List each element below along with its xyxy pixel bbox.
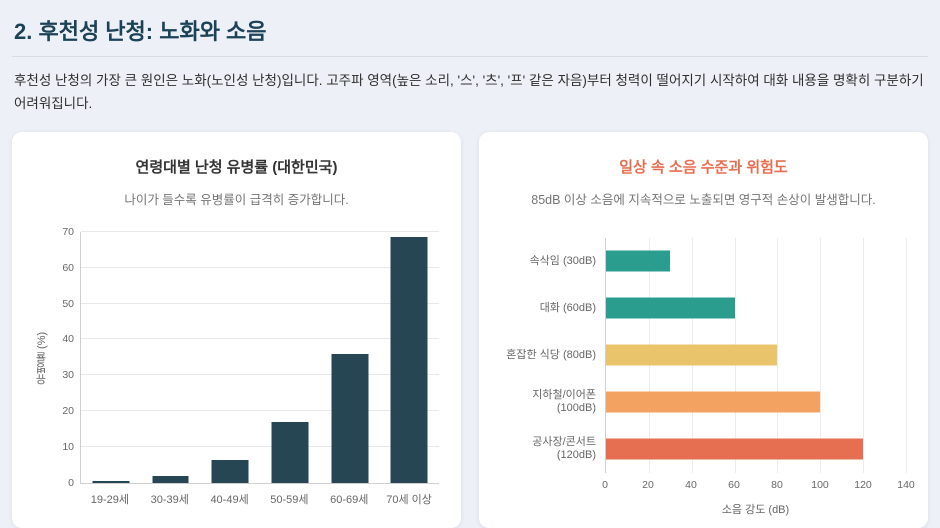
- x-tick-label: 20: [642, 478, 654, 491]
- bar-slot: [141, 232, 201, 483]
- section-heading: 2. 후천성 난청: 노화와 소음: [12, 12, 928, 57]
- bar: [606, 297, 735, 319]
- category-label: 혼잡한 식당 (80dB): [506, 348, 596, 361]
- bar-row: [606, 332, 906, 379]
- x-tick-label: 40-49세: [210, 493, 249, 506]
- prevalence-chart-subtitle: 나이가 들수록 유병률이 급격히 증가합니다.: [124, 192, 349, 207]
- y-tick-label: 10: [62, 441, 74, 454]
- x-tick-label: 40: [685, 478, 697, 491]
- y-gridline: [81, 374, 439, 376]
- y-tick-label: 40: [62, 333, 74, 346]
- bar-slot: [200, 232, 260, 483]
- y-tick-label: 50: [62, 297, 74, 310]
- x-gridline: [906, 237, 907, 473]
- bar: [606, 250, 671, 272]
- bar: [92, 481, 130, 483]
- bar-slot: [320, 232, 380, 483]
- noise-chart-title: 일상 속 소음 수준과 위험도: [619, 158, 788, 176]
- noise-chart-card: 일상 속 소음 수준과 위험도 85dB 이상 소음에 지속적으로 노출되면 영…: [479, 131, 928, 528]
- bar: [331, 353, 369, 483]
- y-gridline: [81, 230, 439, 232]
- x-gridline: [863, 237, 865, 473]
- y-tick-label: 0: [68, 476, 74, 489]
- x-axis-title: 소음 강도 (dB): [721, 503, 790, 516]
- x-tick-label: 0: [602, 478, 608, 491]
- bar-row: [606, 426, 906, 473]
- x-tick-label: 80: [771, 478, 783, 491]
- noise-chart: 속삭임 (30dB) 대화 (60dB) 혼잡한 식당 (80dB) 지하철/이어폰 …: [501, 237, 915, 517]
- y-gridline: [81, 410, 439, 412]
- bar: [606, 438, 864, 460]
- prevalence-xlabels: 19-29세 30-39세 40-49세 50-59세 60-69세 70세 이상: [80, 491, 439, 507]
- bar-group: [81, 232, 439, 483]
- bar-slot: [260, 232, 320, 483]
- noise-xticks: 0 20 40 60 80 100 120 140: [602, 478, 915, 494]
- bar: [606, 344, 778, 366]
- y-axis-title: 유병률 (%): [36, 331, 48, 385]
- intro-paragraph: 후천성 난청의 가장 큰 원인은 노화(노인성 난청)입니다. 고주파 영역(높…: [14, 73, 924, 111]
- y-gridline: [81, 302, 439, 304]
- bar: [271, 421, 309, 483]
- x-tick-label: 140: [897, 478, 915, 491]
- bar: [606, 391, 821, 413]
- prevalence-chart: 유병률 (%) 0 10 20 30 40 50 60 70 19-29세 30-39세 40-4…: [34, 226, 439, 507]
- x-tick-label: 50-59세: [270, 493, 309, 506]
- y-gridline: [81, 338, 439, 340]
- prevalence-chart-title: 연령대별 난청 유병률 (대한민국): [135, 158, 338, 176]
- prevalence-chart-card: 연령대별 난청 유병률 (대한민국) 나이가 들수록 유병률이 급격히 증가합니…: [12, 131, 461, 528]
- x-tick-label: 60: [728, 478, 740, 491]
- bar-row: [606, 238, 906, 285]
- x-gridline: [820, 237, 822, 473]
- prevalence-chart-body: 0 10 20 30 40 50 60 70 19-29세 30-39세 40-49세 50-59세…: [50, 226, 439, 507]
- y-gridline: [81, 446, 439, 448]
- y-tick-label: 20: [62, 405, 74, 418]
- noise-labels: 속삭임 (30dB) 대화 (60dB) 혼잡한 식당 (80dB) 지하철/이어폰 …: [501, 238, 605, 473]
- x-tick-label: 100: [811, 478, 829, 491]
- bar-row: [606, 379, 906, 426]
- noise-chart-body: 속삭임 (30dB) 대화 (60dB) 혼잡한 식당 (80dB) 지하철/이어폰 …: [501, 237, 907, 473]
- y-tick-label: 70: [62, 225, 74, 238]
- y-tick-label: 30: [62, 369, 74, 382]
- bar-slot: [379, 232, 439, 483]
- bar: [152, 475, 189, 483]
- noise-plot: [605, 237, 907, 473]
- prevalence-plot: 0 10 20 30 40 50 60 70: [62, 226, 439, 489]
- chart-cards-row: 연령대별 난청 유병률 (대한민국) 나이가 들수록 유병률이 급격히 증가합니…: [12, 131, 928, 528]
- category-label: 대화 (60dB): [539, 301, 596, 314]
- y-gridline: [81, 266, 439, 268]
- y-tick-label: 60: [62, 261, 74, 274]
- bar-slot: [81, 232, 141, 483]
- x-tick-label: 19-29세: [90, 493, 130, 506]
- bar-row: [606, 285, 906, 332]
- x-gridline: [777, 237, 779, 473]
- bar: [211, 460, 249, 483]
- noise-chart-subtitle: 85dB 이상 소음에 지속적으로 노출되면 영구적 손상이 발생합니다.: [531, 192, 876, 207]
- category-label: 속삭임 (30dB): [529, 254, 596, 267]
- bar: [390, 237, 428, 483]
- category-label: 공사장/콘서트 (120dB): [532, 435, 596, 462]
- x-tick-label: 70세 이상: [386, 493, 432, 506]
- x-tick-label: 30-39세: [150, 493, 189, 506]
- x-tick-label: 60-69세: [330, 493, 369, 506]
- x-tick-label: 120: [854, 478, 872, 491]
- category-label: 지하철/이어폰 (100dB): [532, 388, 596, 415]
